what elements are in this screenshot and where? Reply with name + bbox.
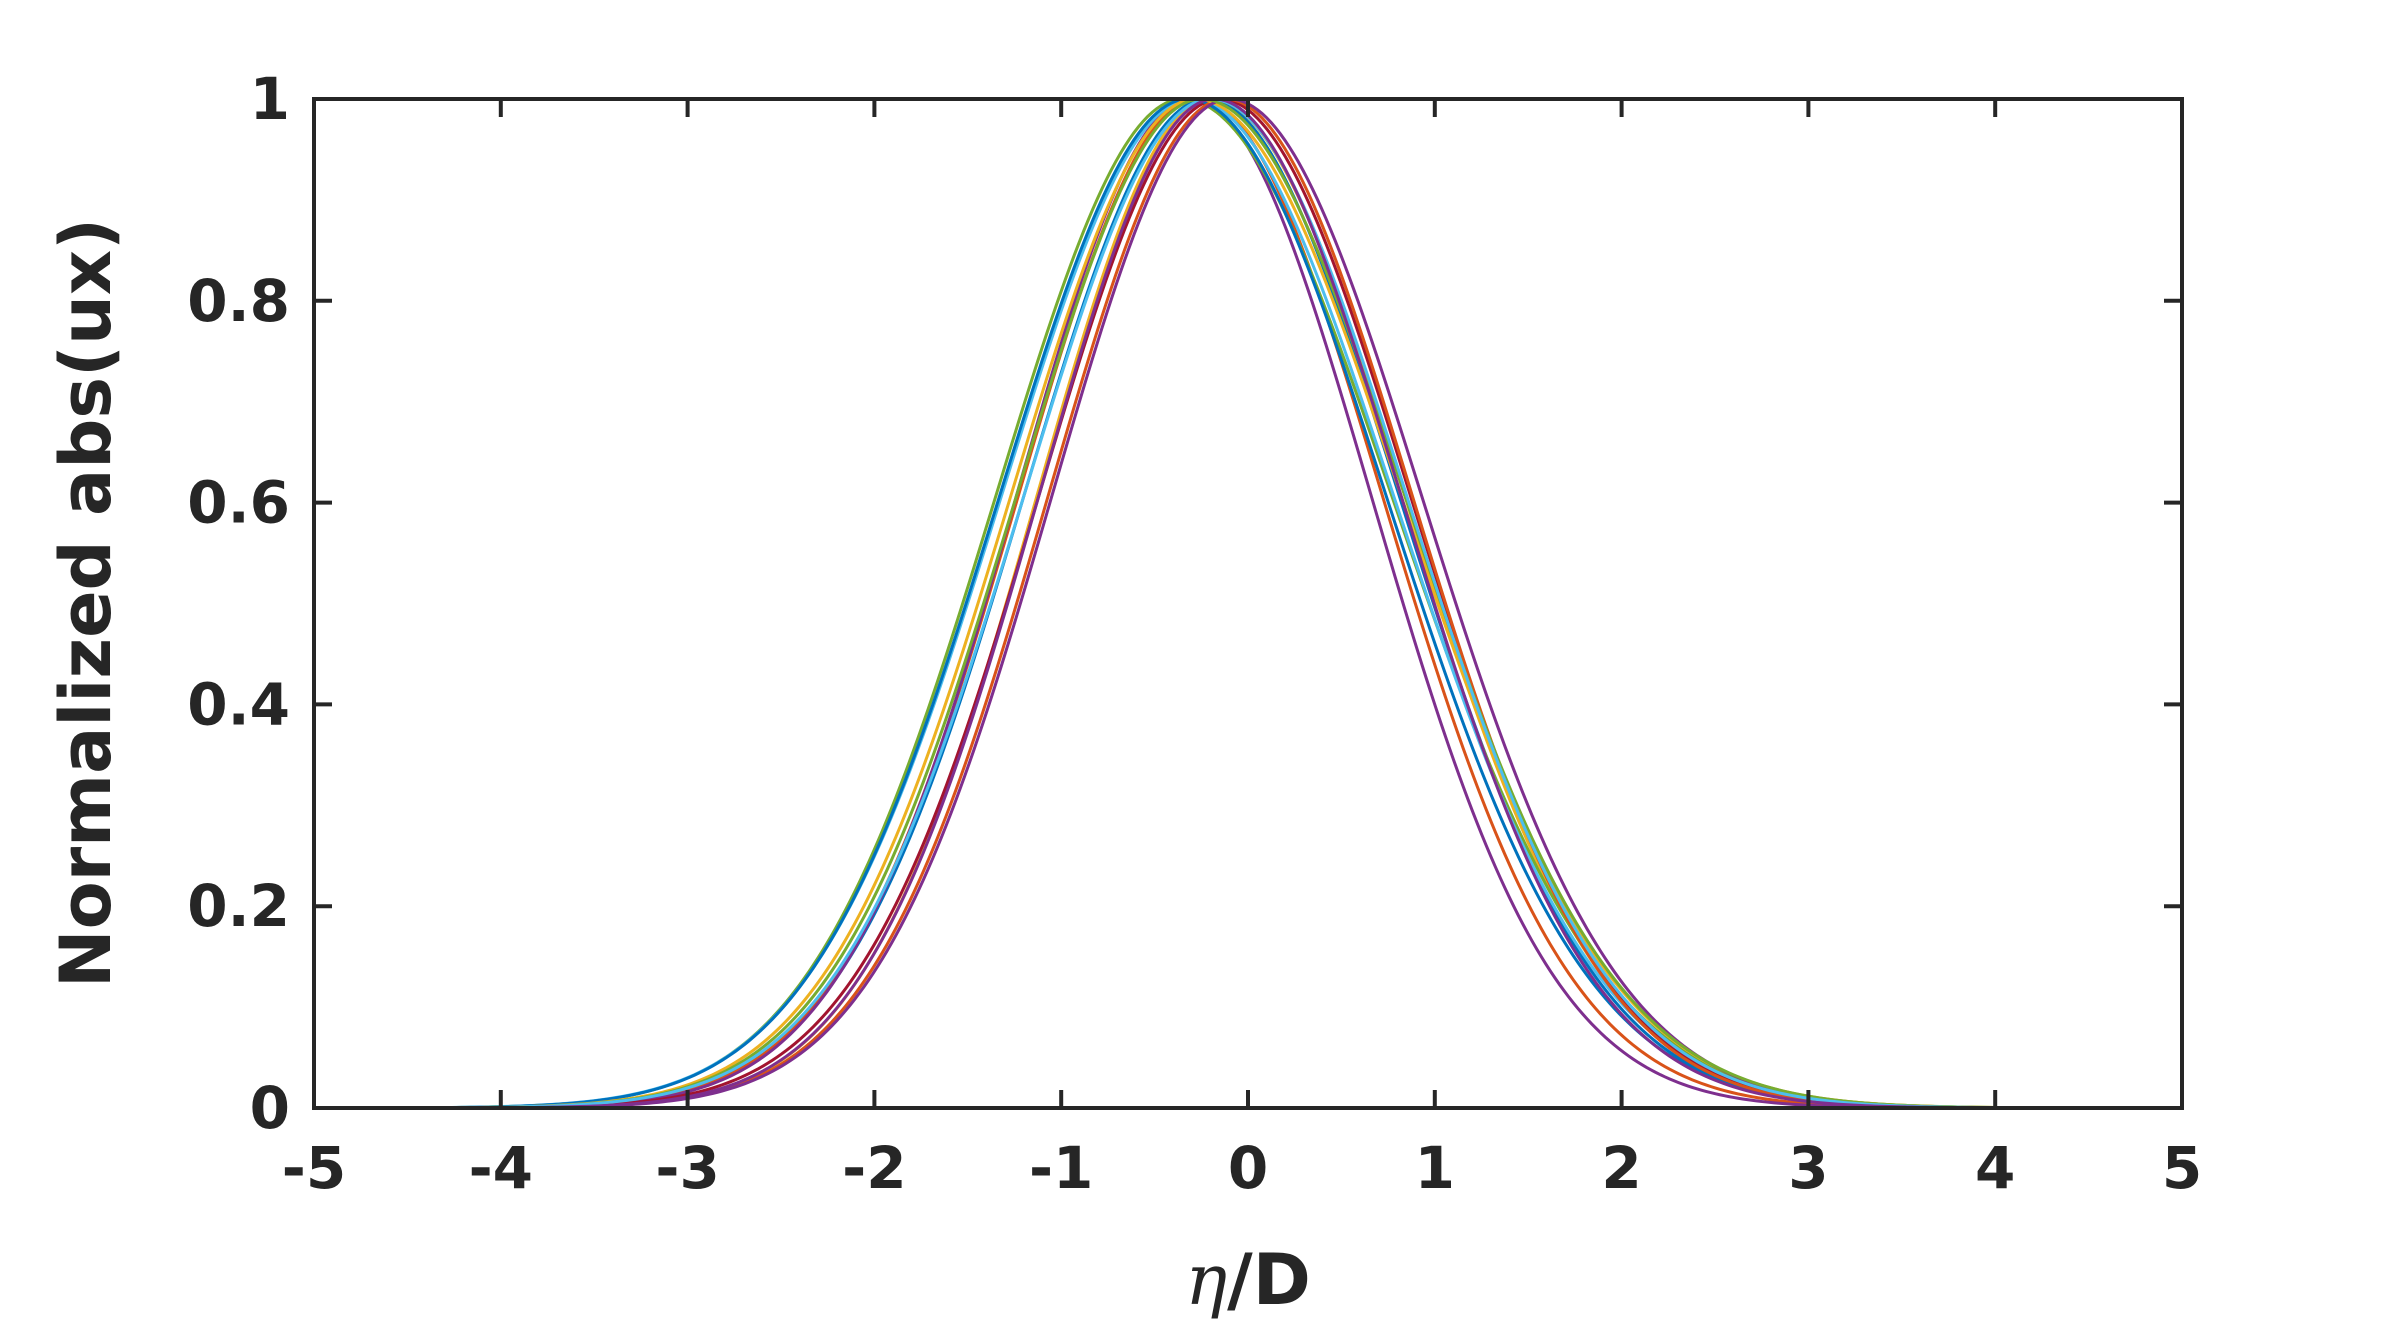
y-axis-label: Normalized abs(ux) (45, 218, 127, 988)
x-tick-label-7: 2 (1601, 1134, 1641, 1202)
x-tick-label-4: -1 (1029, 1134, 1093, 1202)
x-tick-label-2: -3 (655, 1134, 719, 1202)
x-axis-label: η/D (1185, 1239, 1311, 1319)
tick-labels-group: -5 -4 -3 -2 -1 0 1 2 3 4 5 0 0.2 0.4 0.6 0.8 1 (187, 65, 2202, 1202)
x-tick-label-6: 1 (1415, 1134, 1455, 1202)
x-tick-label-3: -2 (842, 1134, 906, 1202)
x-tick-label-5: 0 (1228, 1134, 1268, 1202)
y-tick-label-5: 1 (250, 65, 290, 133)
x-axis-label-rest: /D (1227, 1239, 1311, 1319)
x-tick-label-9: 4 (1975, 1134, 2015, 1202)
x-tick-label-1: -4 (469, 1134, 533, 1202)
axes-box (312, 97, 2184, 1110)
x-tick-label-0: -5 (282, 1134, 346, 1202)
y-tick-label-4: 0.8 (187, 267, 290, 335)
x-tick-label-10: 5 (2162, 1134, 2202, 1202)
x-axis-label-symbol: η (1185, 1239, 1227, 1319)
y-tick-label-2: 0.4 (187, 670, 290, 738)
y-tick-label-1: 0.2 (187, 872, 290, 940)
x-tick-label-8: 3 (1788, 1134, 1828, 1202)
y-tick-label-3: 0.6 (187, 469, 290, 537)
y-tick-label-0: 0 (250, 1074, 290, 1142)
